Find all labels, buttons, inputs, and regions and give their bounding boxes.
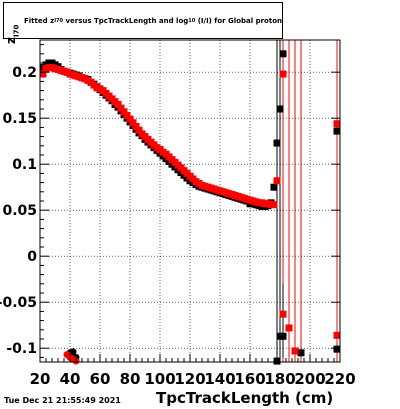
y-tick-label: -0.05	[0, 295, 37, 311]
black-square-marker	[273, 139, 281, 147]
red-square-marker	[270, 201, 278, 209]
y-tick-label: 0.1	[12, 157, 37, 173]
red-square-marker	[126, 115, 134, 123]
y-axis-label-sub: I70	[12, 24, 21, 38]
y-axis-label: zI70	[4, 25, 20, 44]
black-square-marker	[273, 357, 281, 365]
black-square-marker	[279, 50, 287, 58]
title-pre: Fitted	[24, 16, 48, 25]
title-mid: versus TpcTrackLength and log	[65, 16, 189, 25]
grid-lines	[40, 40, 340, 362]
black-square-marker	[276, 105, 284, 113]
y-tick-label: 0	[27, 249, 37, 265]
red-square-marker	[117, 104, 125, 112]
red-square-marker	[120, 108, 128, 116]
title-log-sub: 10	[188, 17, 196, 24]
red-square-marker	[123, 111, 131, 119]
red-square-marker	[114, 100, 122, 108]
x-tick-label: 20	[30, 370, 51, 388]
red-square-marker	[273, 177, 281, 185]
x-tick-label: 100	[144, 370, 175, 388]
red-square-marker	[291, 347, 299, 355]
red-square-marker	[279, 70, 287, 78]
y-tick-label: -0.1	[6, 341, 37, 357]
red-square-marker	[135, 126, 143, 134]
y-tick-label: 0.15	[2, 111, 37, 127]
black-square-marker	[270, 183, 278, 191]
x-tick-label: 60	[90, 370, 111, 388]
black-square-marker	[297, 349, 305, 357]
error-bars	[276, 40, 338, 362]
timestamp: Tue Dec 21 21:55:49 2021	[4, 396, 121, 405]
x-tick-label: 160	[234, 370, 265, 388]
red-square-marker	[333, 331, 341, 339]
x-tick-label: 40	[60, 370, 81, 388]
x-tick-label: 200	[294, 370, 325, 388]
x-tick-label: 180	[264, 370, 295, 388]
title-post: (I/I) for Global proton	[197, 16, 282, 25]
x-axis-label: TpcTrackLength (cm)	[156, 389, 334, 407]
y-tick-label: 0.05	[2, 203, 37, 219]
title-z: z	[50, 16, 55, 25]
black-square-marker	[333, 345, 341, 353]
red-square-marker	[279, 310, 287, 318]
title-z-sub: I70	[54, 17, 64, 24]
black-square-marker	[279, 332, 287, 340]
black-square-marker	[333, 127, 341, 135]
red-square-marker	[39, 70, 47, 78]
x-tick-label: 220	[324, 370, 355, 388]
red-square-marker	[333, 120, 341, 128]
black-circle-marker	[69, 348, 77, 356]
red-square-marker	[285, 324, 293, 332]
y-axis-label-main: z	[4, 37, 18, 44]
red-square-marker	[129, 119, 137, 127]
red-square-marker	[132, 122, 140, 130]
data-markers	[39, 50, 341, 365]
x-tick-label: 80	[120, 370, 141, 388]
x-tick-label: 120	[174, 370, 205, 388]
chart-title: Fitted z I70 versus TpcTrackLength and lo…	[3, 2, 283, 39]
y-tick-label: 0.2	[12, 65, 37, 81]
x-tick-label: 140	[204, 370, 235, 388]
